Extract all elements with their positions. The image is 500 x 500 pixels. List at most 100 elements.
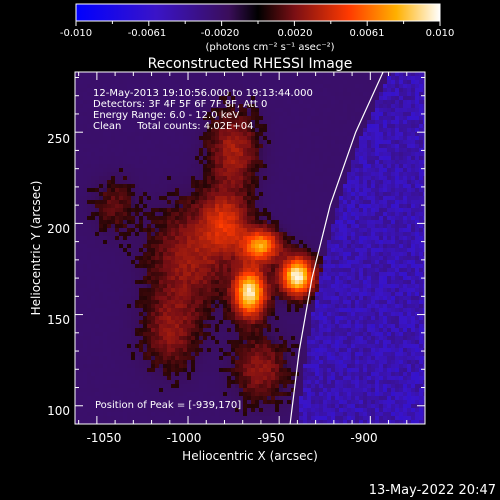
heatmap-cell bbox=[139, 204, 144, 209]
heatmap-cell bbox=[339, 272, 344, 277]
heatmap-cell bbox=[143, 284, 148, 289]
heatmap-cell bbox=[407, 132, 412, 137]
heatmap-cell bbox=[379, 100, 384, 105]
heatmap-cell bbox=[167, 296, 172, 301]
heatmap-cell bbox=[239, 204, 244, 209]
heatmap-cell bbox=[391, 112, 396, 117]
heatmap-cell bbox=[175, 232, 180, 237]
heatmap-cell bbox=[319, 276, 324, 281]
heatmap-cell bbox=[147, 288, 152, 293]
heatmap-cell bbox=[287, 236, 292, 241]
heatmap-cell bbox=[159, 212, 164, 217]
heatmap-cell bbox=[99, 264, 104, 269]
heatmap-cell bbox=[291, 208, 296, 213]
heatmap-cell bbox=[259, 164, 264, 169]
heatmap-cell bbox=[227, 120, 232, 125]
heatmap-cell bbox=[287, 224, 292, 229]
heatmap-cell bbox=[231, 96, 236, 101]
heatmap-cell bbox=[323, 244, 328, 249]
heatmap-cell bbox=[255, 172, 260, 177]
heatmap-cell bbox=[195, 76, 200, 81]
heatmap-cell bbox=[131, 224, 136, 229]
heatmap-cell bbox=[219, 72, 224, 77]
heatmap-cell bbox=[291, 140, 296, 145]
heatmap-cell bbox=[355, 104, 360, 109]
heatmap-cell bbox=[279, 212, 284, 217]
heatmap-cell bbox=[407, 80, 412, 85]
heatmap-cell bbox=[199, 100, 204, 105]
heatmap-cell bbox=[191, 84, 196, 89]
heatmap-cell bbox=[383, 124, 388, 129]
heatmap-cell bbox=[323, 76, 328, 81]
heatmap-cell bbox=[203, 252, 208, 257]
heatmap-cell bbox=[267, 152, 272, 157]
heatmap-cell bbox=[155, 232, 160, 237]
heatmap-cell bbox=[239, 216, 244, 221]
heatmap-cell bbox=[171, 232, 176, 237]
heatmap-cell bbox=[195, 288, 200, 293]
heatmap-cell bbox=[419, 240, 424, 245]
heatmap-cell bbox=[295, 268, 300, 273]
heatmap-cell bbox=[267, 200, 272, 205]
heatmap-cell bbox=[143, 188, 148, 193]
heatmap-cell bbox=[195, 236, 200, 241]
heatmap-cell bbox=[239, 156, 244, 161]
heatmap-cell bbox=[403, 108, 408, 113]
heatmap-cell bbox=[267, 104, 272, 109]
heatmap-cell bbox=[315, 292, 320, 297]
heatmap-cell bbox=[291, 188, 296, 193]
heatmap-cell bbox=[363, 132, 368, 137]
heatmap-cell bbox=[351, 208, 356, 213]
heatmap-cell bbox=[103, 108, 108, 113]
heatmap-cell bbox=[363, 256, 368, 261]
heatmap-cell bbox=[379, 292, 384, 297]
heatmap-cell bbox=[199, 280, 204, 285]
heatmap-cell bbox=[327, 100, 332, 105]
heatmap-cell bbox=[403, 112, 408, 117]
heatmap-cell bbox=[223, 80, 228, 85]
heatmap-cell bbox=[123, 104, 128, 109]
heatmap-cell bbox=[391, 216, 396, 221]
heatmap-cell bbox=[243, 124, 248, 129]
heatmap-cell bbox=[323, 228, 328, 233]
heatmap-cell bbox=[267, 280, 272, 285]
heatmap-cell bbox=[371, 252, 376, 257]
heatmap-cell bbox=[231, 272, 236, 277]
heatmap-cell bbox=[311, 196, 316, 201]
heatmap-cell bbox=[151, 268, 156, 273]
heatmap-cell bbox=[135, 196, 140, 201]
heatmap-cell bbox=[199, 248, 204, 253]
heatmap-cell bbox=[95, 200, 100, 205]
heatmap-cell bbox=[159, 76, 164, 81]
heatmap-cell bbox=[319, 280, 324, 285]
heatmap-cell bbox=[167, 276, 172, 281]
heatmap-cell bbox=[111, 96, 116, 101]
heatmap-cell bbox=[251, 212, 256, 217]
heatmap-cell bbox=[343, 204, 348, 209]
heatmap-cell bbox=[419, 180, 424, 185]
heatmap-cell bbox=[343, 148, 348, 153]
heatmap-cell bbox=[319, 256, 324, 261]
heatmap-cell bbox=[367, 224, 372, 229]
heatmap-cell bbox=[175, 112, 180, 117]
heatmap-cell bbox=[75, 184, 80, 189]
heatmap-cell bbox=[335, 148, 340, 153]
heatmap-cell bbox=[87, 260, 92, 265]
heatmap-cell bbox=[191, 252, 196, 257]
heatmap-cell bbox=[99, 84, 104, 89]
heatmap-cell bbox=[187, 204, 192, 209]
heatmap-cell bbox=[315, 148, 320, 153]
heatmap-cell bbox=[215, 280, 220, 285]
heatmap-cell bbox=[295, 224, 300, 229]
heatmap-cell bbox=[359, 216, 364, 221]
heatmap-cell bbox=[231, 112, 236, 117]
heatmap-cell bbox=[231, 172, 236, 177]
heatmap-cell bbox=[263, 276, 268, 281]
heatmap-cell bbox=[263, 80, 268, 85]
heatmap-cell bbox=[79, 196, 84, 201]
heatmap-cell bbox=[107, 212, 112, 217]
heatmap-cell bbox=[375, 212, 380, 217]
heatmap-cell bbox=[395, 112, 400, 117]
heatmap-cell bbox=[183, 264, 188, 269]
heatmap-cell bbox=[351, 192, 356, 197]
